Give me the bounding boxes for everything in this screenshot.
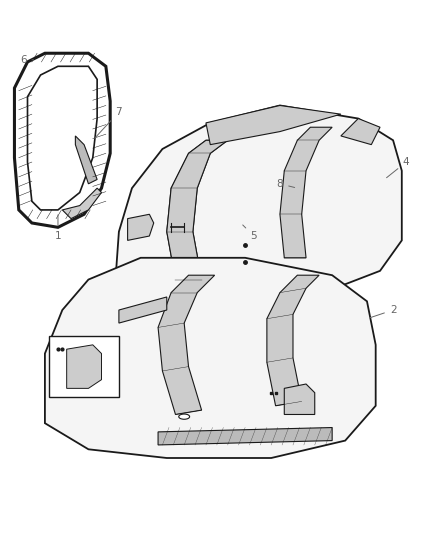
Polygon shape bbox=[167, 140, 228, 279]
Text: 7: 7 bbox=[95, 107, 122, 138]
Text: 8: 8 bbox=[277, 179, 295, 189]
Polygon shape bbox=[158, 275, 215, 415]
Polygon shape bbox=[119, 297, 167, 323]
Polygon shape bbox=[127, 214, 154, 240]
Polygon shape bbox=[67, 345, 102, 389]
Polygon shape bbox=[206, 106, 341, 144]
Polygon shape bbox=[267, 275, 319, 406]
Polygon shape bbox=[115, 106, 402, 297]
Polygon shape bbox=[28, 66, 97, 210]
Text: 1: 1 bbox=[55, 215, 61, 241]
Ellipse shape bbox=[179, 414, 190, 419]
Polygon shape bbox=[167, 140, 228, 279]
Text: 4: 4 bbox=[387, 157, 410, 177]
Polygon shape bbox=[62, 188, 102, 219]
Polygon shape bbox=[45, 258, 376, 458]
Text: 5: 5 bbox=[243, 225, 257, 241]
Polygon shape bbox=[158, 427, 332, 445]
Text: 6: 6 bbox=[20, 55, 33, 65]
Polygon shape bbox=[14, 53, 110, 228]
Polygon shape bbox=[284, 384, 315, 415]
Polygon shape bbox=[75, 136, 97, 184]
Polygon shape bbox=[280, 127, 332, 258]
Text: 2: 2 bbox=[370, 305, 396, 318]
Polygon shape bbox=[341, 118, 380, 144]
Polygon shape bbox=[49, 336, 119, 397]
